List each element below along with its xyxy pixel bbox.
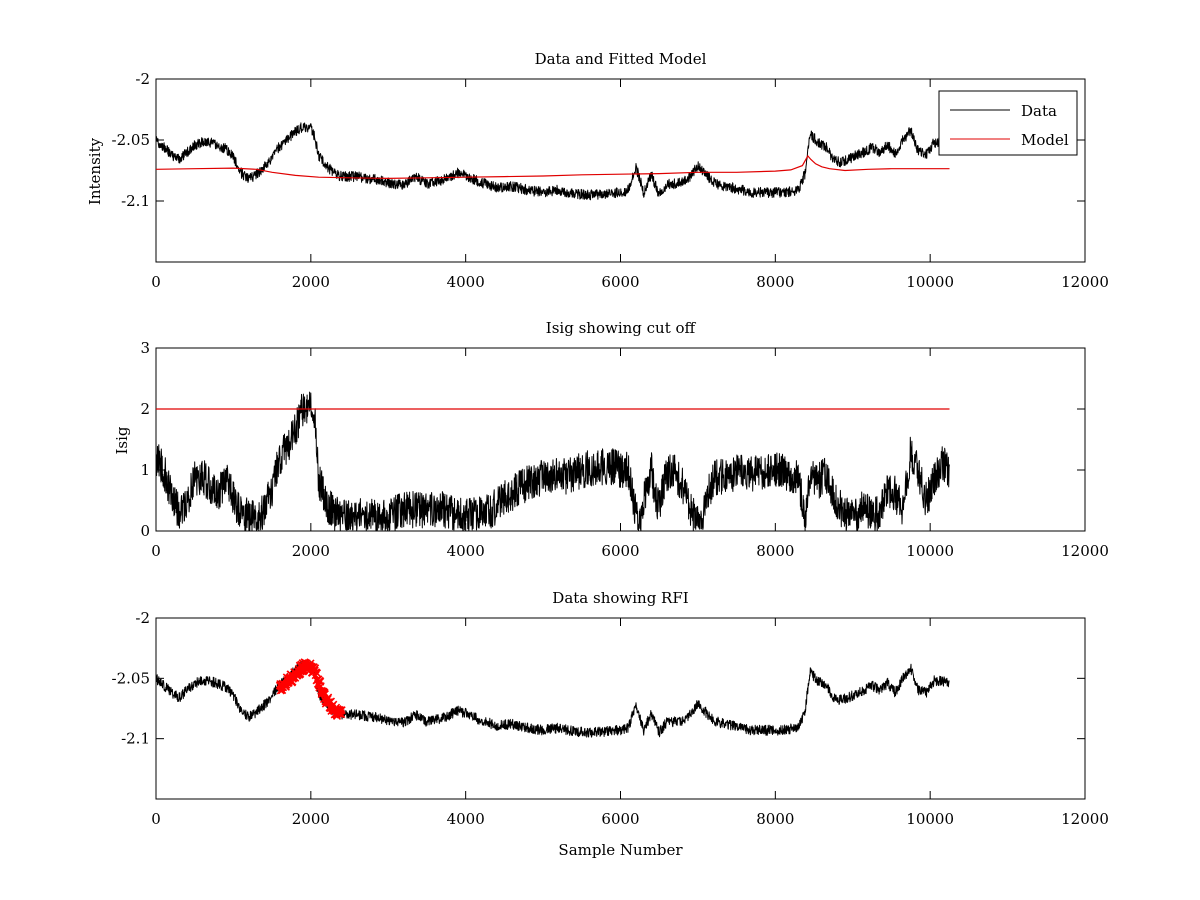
y-tick-label: 1 [140, 461, 150, 479]
panel-title: Isig showing cut off [546, 319, 697, 337]
series-isig-line [156, 391, 950, 531]
x-tick-label: 2000 [292, 810, 330, 828]
x-tick-label: 4000 [447, 810, 485, 828]
plot-area: 0 2000 4000 6000 8000 10000 12000 -2 -2.05 -2.1 [112, 609, 1109, 828]
panel-title: Data showing RFI [552, 589, 688, 607]
series-data-line [156, 122, 950, 201]
series-layer [156, 658, 950, 738]
x-tick-label: 0 [151, 810, 161, 828]
x-tick-label: 10000 [906, 810, 954, 828]
series-layer [156, 391, 950, 531]
plot-area: 0 2000 4000 6000 8000 10000 12000 -2 -2.05 -2.1 [112, 70, 1109, 291]
series-model-line [156, 154, 950, 180]
panel-isig-showing-cut-off: Isig showing cut off Isig 0 2000 4000 6000 8… [113, 319, 1109, 560]
plot-area: 0 2000 4000 6000 8000 10000 12000 0 1 2 3 [140, 339, 1108, 560]
legend: Data Model [938, 90, 1078, 156]
x-tick-label: 2000 [292, 273, 330, 291]
legend-box [938, 90, 1078, 156]
x-tick-label: 0 [151, 542, 161, 560]
y-axis-label: Isig [113, 426, 131, 454]
x-tick-label: 4000 [447, 273, 485, 291]
y-tick-label: 0 [140, 522, 150, 540]
panel-data-and-fitted-model: Data and Fitted Model Intensity 0 2000 400… [86, 50, 1109, 291]
y-tick-label: -2 [135, 609, 150, 627]
y-axis-label: Intensity [86, 137, 104, 205]
panel-title: Data and Fitted Model [535, 50, 707, 68]
x-tick-label: 12000 [1061, 542, 1109, 560]
x-tick-label: 6000 [601, 273, 639, 291]
x-tick-label: 2000 [292, 542, 330, 560]
legend-entry-model: Model [1021, 131, 1069, 149]
x-tick-label: 4000 [447, 542, 485, 560]
x-tick-label: 0 [151, 273, 161, 291]
x-tick-label: 6000 [601, 542, 639, 560]
y-tick-label: 2 [140, 400, 150, 418]
x-tick-label: 6000 [601, 810, 639, 828]
x-tick-label: 8000 [756, 810, 794, 828]
x-tick-label: 10000 [906, 273, 954, 291]
x-axis-label: Sample Number [558, 841, 683, 859]
panel-data-showing-rfi: Data showing RFI 0 2000 4000 6000 8000 10000 1… [112, 589, 1109, 828]
y-tick-label: -2.1 [121, 192, 150, 210]
y-tick-label: 3 [140, 339, 150, 357]
x-tick-label: 12000 [1061, 273, 1109, 291]
y-tick-label: -2 [135, 70, 150, 88]
x-tick-label: 8000 [756, 273, 794, 291]
y-tick-label: -2.1 [121, 730, 150, 748]
x-tick-label: 12000 [1061, 810, 1109, 828]
y-tick-label: -2.05 [112, 669, 150, 687]
legend-entry-data: Data [1021, 102, 1057, 120]
series-rfi-markers [275, 658, 346, 720]
series-layer [156, 122, 950, 201]
x-tick-label: 8000 [756, 542, 794, 560]
y-tick-label: -2.05 [112, 131, 150, 149]
x-tick-label: 10000 [906, 542, 954, 560]
